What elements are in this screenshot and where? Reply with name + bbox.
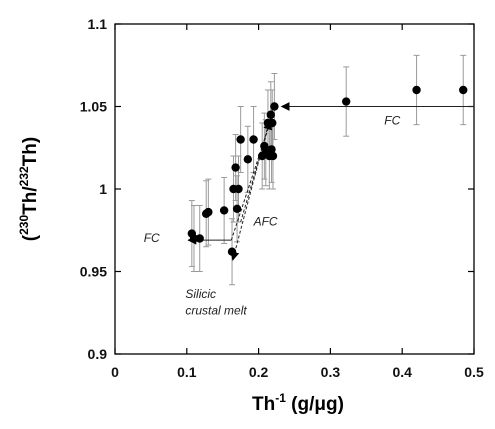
model-line-afc-down [230, 109, 273, 261]
model-line-afc-mid [240, 120, 273, 223]
y-axis-title-sup2: 232 [17, 166, 31, 186]
plot-frame [114, 23, 475, 355]
model-lines [187, 102, 474, 261]
x-axis-ticks: 0 0.1 0.2 0.3 0.4 0.5 [111, 24, 484, 380]
y-tick-label: 1 [99, 181, 107, 197]
y-tick-label: 0.95 [80, 264, 107, 280]
data-point [268, 118, 277, 128]
annotation-silicic-label: Silicic [185, 287, 216, 301]
data-point [268, 151, 278, 161]
y-axis-title-sup1: 230 [17, 215, 31, 235]
data-point [260, 141, 269, 151]
data-point [232, 204, 242, 213]
annotation-fc-upper-label: FC [384, 114, 400, 128]
annotations: FC FC AFC Silicic crustal melt [144, 114, 401, 318]
y-axis-ticks: 0.9 0.95 1 1.05 1.1 [80, 16, 474, 362]
data-point [219, 206, 229, 215]
x-tick-label: 0.5 [464, 364, 484, 380]
data-point [459, 85, 468, 95]
x-axis-title-sup: -1 [275, 391, 286, 405]
x-tick-label: 0.1 [177, 364, 197, 380]
data-point [195, 234, 204, 243]
y-axis-title-mid: Th/ [20, 186, 41, 215]
data-point [227, 247, 237, 256]
data-point [204, 207, 213, 217]
data-point [412, 85, 421, 95]
y-axis-title-open: ( [20, 234, 41, 241]
y-tick-label: 1.05 [80, 99, 107, 115]
data-point [270, 102, 279, 111]
data-point [341, 97, 351, 106]
y-tick-label: 0.9 [88, 346, 108, 362]
data-point [249, 135, 258, 144]
x-tick-label: 0.4 [392, 364, 412, 380]
x-axis-title: Th-1 (g/μg) [252, 391, 344, 415]
data-point [243, 155, 253, 164]
data-point [266, 110, 276, 119]
annotation-afc-label: AFC [253, 214, 278, 228]
data-point [234, 184, 243, 194]
data-points [187, 85, 468, 256]
x-axis-title-main: Th [252, 394, 275, 415]
data-point [236, 135, 245, 144]
x-tick-label: 0 [111, 364, 119, 380]
annotation-fc-lower-label: FC [144, 231, 160, 245]
x-tick-label: 0.2 [249, 364, 269, 380]
annotation-crustal-label: crustal melt [185, 303, 247, 317]
y-axis-title: (230Th/232Th) [17, 137, 41, 241]
data-point [267, 145, 276, 154]
x-tick-label: 0.3 [321, 364, 341, 380]
x-axis-title-unit: (g/μg) [286, 394, 344, 415]
y-axis-title-end: Th) [20, 137, 41, 167]
data-point [189, 234, 199, 243]
data-point [231, 163, 240, 172]
y-tick-label: 1.1 [88, 16, 108, 32]
